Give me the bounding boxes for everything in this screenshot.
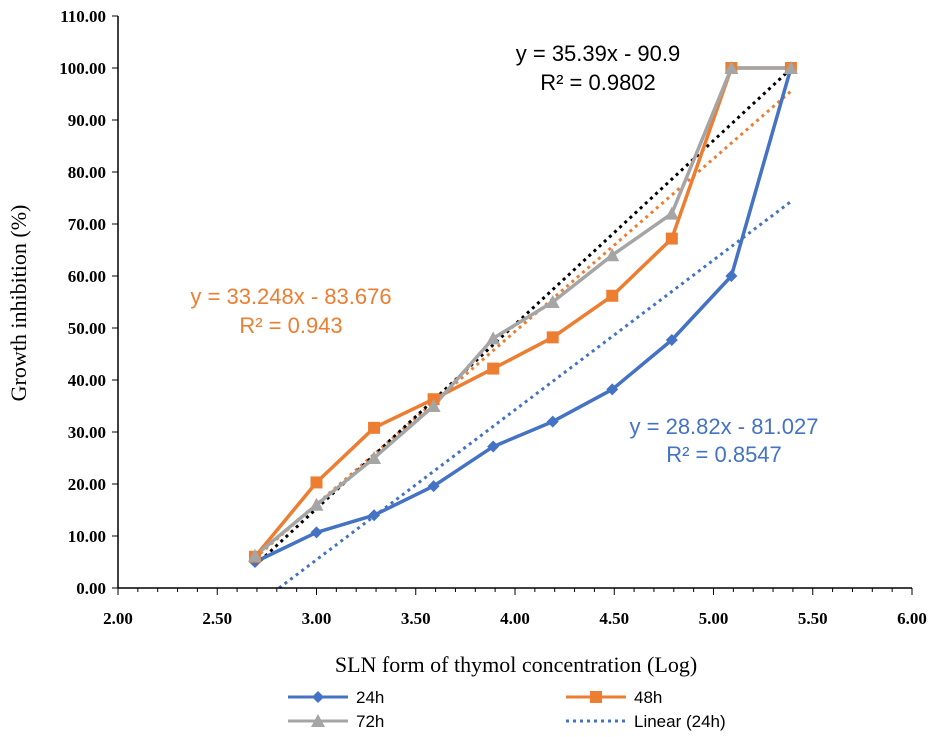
- equation-24h: y = 28.82x - 81.027: [630, 414, 819, 439]
- x-tick-label: 3.50: [401, 609, 431, 628]
- point-48h: [310, 476, 323, 489]
- x-axis-title: SLN form of thymol concentration (Log): [335, 652, 697, 677]
- point-48h: [665, 232, 678, 245]
- y-tick-label: 90.00: [68, 111, 106, 130]
- point-24h: [368, 509, 381, 522]
- y-tick-label: 110.00: [60, 7, 106, 26]
- point-72h: [664, 206, 679, 220]
- point-72h: [426, 399, 441, 412]
- legend-item-72h: 72h: [288, 712, 384, 731]
- point-24h: [427, 480, 440, 493]
- series-lines: [247, 61, 798, 568]
- point-24h: [487, 440, 500, 453]
- point-72h: [486, 331, 501, 345]
- x-tick-label: 2.00: [103, 609, 133, 628]
- legend-marker-48h: [590, 691, 602, 703]
- y-tick-label: 60.00: [68, 267, 106, 286]
- point-72h: [367, 451, 382, 464]
- y-tick-label: 10.00: [68, 527, 106, 546]
- legend-label-24h: 24h: [356, 688, 384, 707]
- legend: 24h 48h 72h Linear (24h): [288, 688, 726, 731]
- series-line-72h: [253, 66, 791, 558]
- r2-24h: R² = 0.8547: [666, 442, 782, 467]
- point-24h: [725, 270, 738, 282]
- point-48h: [546, 331, 559, 344]
- y-tick-label: 20.00: [68, 475, 106, 494]
- point-72h: [783, 61, 798, 74]
- point-72h: [724, 61, 739, 74]
- axes: 0.00 10.00 20.00 30.00 40.00 50.00 60.00 70.00 8…: [59, 7, 927, 628]
- y-tick-label: 30.00: [68, 423, 106, 442]
- y-tick-label: 80.00: [68, 163, 106, 182]
- x-tick-label: 6.00: [897, 609, 927, 628]
- legend-label-48h: 48h: [634, 688, 662, 707]
- r2-72h: R² = 0.9802: [540, 70, 656, 95]
- x-tick-label: 4.00: [500, 609, 530, 628]
- point-48h: [487, 362, 500, 375]
- x-tick-label: 4.50: [599, 609, 629, 628]
- point-72h: [545, 295, 560, 308]
- y-axis-title: Growth inhibition (%): [6, 205, 31, 402]
- y-tick-label: 50.00: [68, 319, 106, 338]
- trendline-0: [278, 200, 792, 590]
- x-tick-label: 5.00: [699, 609, 729, 628]
- x-tick-label: 3.00: [302, 609, 332, 628]
- point-24h: [546, 415, 559, 428]
- point-24h: [310, 526, 323, 539]
- point-48h: [606, 289, 619, 302]
- legend-marker-24h: [312, 691, 324, 703]
- point-72h: [605, 248, 620, 262]
- legend-label-linear-24h: Linear (24h): [634, 712, 726, 731]
- point-24h: [606, 383, 619, 396]
- series-line-24h: [254, 67, 793, 564]
- r2-48h: R² = 0.943: [239, 313, 342, 338]
- legend-marker-72h: [311, 714, 325, 727]
- legend-item-24h: 24h: [288, 688, 384, 707]
- x-tick-label: 5.50: [798, 609, 828, 628]
- legend-label-72h: 72h: [356, 712, 384, 731]
- y-tick-label: 70.00: [68, 215, 106, 234]
- point-72h: [309, 497, 324, 511]
- point-24h: [665, 333, 678, 346]
- legend-item-linear-24h: Linear (24h): [566, 712, 726, 731]
- y-tick-label: 40.00: [68, 371, 106, 390]
- equation-72h: y = 35.39x - 90.9: [516, 41, 681, 66]
- point-48h: [368, 421, 381, 434]
- equation-48h: y = 33.248x - 83.676: [190, 284, 391, 309]
- y-tick-label: 0.00: [76, 579, 106, 598]
- legend-item-48h: 48h: [566, 688, 662, 707]
- y-tick-label: 100.00: [59, 59, 106, 78]
- series-line-48h: [253, 66, 791, 558]
- point-72h: [247, 548, 262, 562]
- x-tick-label: 2.50: [202, 609, 232, 628]
